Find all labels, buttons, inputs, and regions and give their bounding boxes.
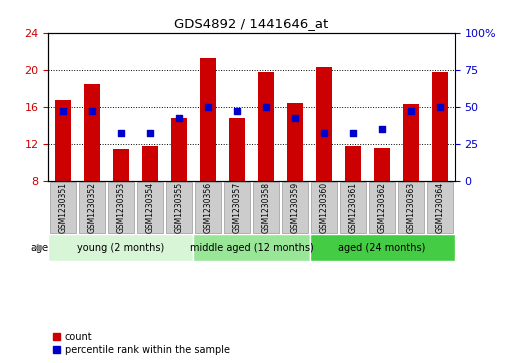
Bar — [229, 118, 245, 181]
Text: GSM1230351: GSM1230351 — [58, 182, 67, 233]
FancyBboxPatch shape — [369, 182, 395, 233]
FancyBboxPatch shape — [108, 182, 134, 233]
Point — [204, 104, 212, 110]
Text: GSM1230355: GSM1230355 — [174, 182, 183, 233]
Text: aged (24 months): aged (24 months) — [338, 243, 426, 253]
Point — [407, 108, 415, 114]
FancyBboxPatch shape — [253, 182, 279, 233]
Text: GSM1230352: GSM1230352 — [87, 182, 97, 233]
FancyBboxPatch shape — [311, 182, 337, 233]
FancyBboxPatch shape — [50, 182, 76, 233]
Point — [59, 108, 67, 114]
FancyBboxPatch shape — [282, 182, 308, 233]
Point — [320, 130, 328, 136]
Point — [349, 130, 357, 136]
FancyBboxPatch shape — [48, 234, 194, 261]
Legend: count, percentile rank within the sample: count, percentile rank within the sample — [53, 331, 230, 355]
Title: GDS4892 / 1441646_at: GDS4892 / 1441646_at — [174, 17, 329, 30]
Bar — [345, 146, 361, 181]
Bar — [374, 148, 390, 181]
Bar — [55, 100, 71, 181]
Text: GSM1230357: GSM1230357 — [233, 182, 241, 233]
Point — [291, 115, 299, 121]
Bar — [113, 149, 129, 181]
Text: GSM1230358: GSM1230358 — [262, 182, 270, 233]
Bar — [432, 73, 448, 181]
Bar — [171, 118, 187, 181]
FancyBboxPatch shape — [224, 182, 250, 233]
Point — [175, 115, 183, 121]
FancyBboxPatch shape — [340, 182, 366, 233]
Text: GSM1230362: GSM1230362 — [377, 182, 387, 233]
Text: GSM1230360: GSM1230360 — [320, 182, 329, 233]
Point — [378, 126, 386, 132]
Text: young (2 months): young (2 months) — [77, 243, 165, 253]
FancyBboxPatch shape — [427, 182, 453, 233]
FancyBboxPatch shape — [166, 182, 192, 233]
Bar — [403, 104, 419, 181]
FancyBboxPatch shape — [194, 234, 309, 261]
Text: GSM1230356: GSM1230356 — [203, 182, 212, 233]
Point — [146, 130, 154, 136]
Point — [117, 130, 125, 136]
Bar — [84, 83, 100, 181]
Text: age: age — [30, 243, 48, 253]
Bar — [200, 58, 216, 181]
FancyBboxPatch shape — [137, 182, 163, 233]
Point — [233, 108, 241, 114]
FancyBboxPatch shape — [309, 234, 455, 261]
FancyBboxPatch shape — [79, 182, 105, 233]
Text: GSM1230363: GSM1230363 — [406, 182, 416, 233]
FancyBboxPatch shape — [398, 182, 424, 233]
Point — [262, 104, 270, 110]
Bar — [316, 67, 332, 181]
Bar — [287, 103, 303, 181]
Text: GSM1230354: GSM1230354 — [145, 182, 154, 233]
Point — [88, 108, 96, 114]
Text: GSM1230364: GSM1230364 — [436, 182, 444, 233]
Bar — [258, 72, 274, 181]
Text: GSM1230359: GSM1230359 — [291, 182, 300, 233]
Point — [436, 104, 444, 110]
Bar — [142, 146, 158, 181]
Text: GSM1230353: GSM1230353 — [116, 182, 125, 233]
Text: GSM1230361: GSM1230361 — [348, 182, 358, 233]
FancyBboxPatch shape — [195, 182, 220, 233]
Text: middle aged (12 months): middle aged (12 months) — [189, 243, 313, 253]
